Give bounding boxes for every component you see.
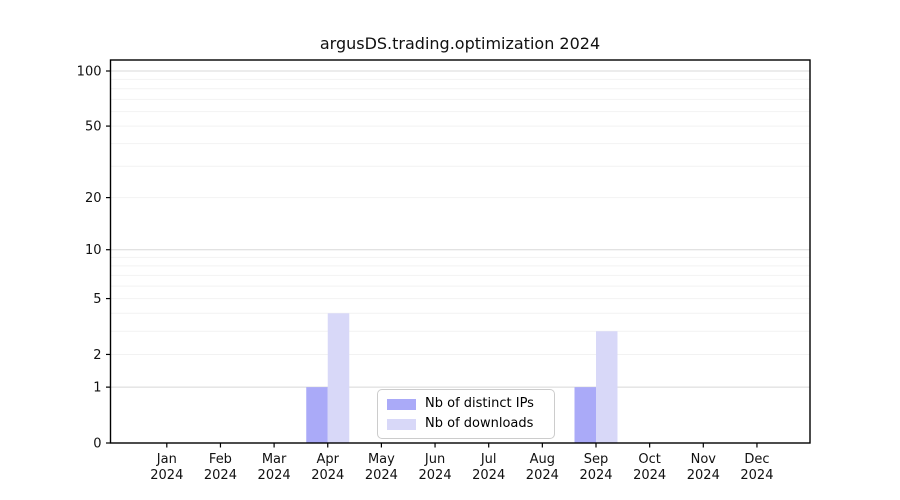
x-tick-label-year: 2024 bbox=[633, 468, 666, 483]
x-tick-label-year: 2024 bbox=[579, 468, 612, 483]
y-tick-label: 5 bbox=[93, 292, 101, 307]
x-tick-label-month: May bbox=[368, 452, 395, 467]
x-tick-label-year: 2024 bbox=[204, 468, 237, 483]
legend-item-distinct-ips: Nb of distinct IPs bbox=[387, 396, 545, 412]
x-tick-label-month: Apr bbox=[317, 452, 340, 467]
x-tick-label-year: 2024 bbox=[740, 468, 773, 483]
legend-swatch-downloads bbox=[387, 418, 416, 430]
y-tick-label: 20 bbox=[85, 191, 102, 206]
y-tick-label: 50 bbox=[85, 120, 102, 135]
bar-sep-series0 bbox=[574, 387, 596, 443]
x-tick-label-month: Aug bbox=[530, 452, 555, 467]
y-tick-label: 10 bbox=[85, 243, 102, 258]
x-tick-label-month: Jun bbox=[424, 452, 445, 467]
x-tick-label-year: 2024 bbox=[472, 468, 505, 483]
bar-apr-series1 bbox=[327, 313, 350, 443]
axes-frame bbox=[109, 59, 811, 444]
legend-label-downloads: Nb of downloads bbox=[425, 416, 534, 431]
x-tick-label-year: 2024 bbox=[365, 468, 398, 483]
x-tick-label-year: 2024 bbox=[258, 468, 291, 483]
x-tick-label-month: Jan bbox=[156, 452, 177, 467]
legend-item-downloads: Nb of downloads bbox=[387, 416, 545, 432]
x-tick-label-month: Dec bbox=[744, 452, 769, 467]
x-tick-label-month: Sep bbox=[584, 452, 609, 467]
x-tick-label-year: 2024 bbox=[311, 468, 344, 483]
y-tick-label: 2 bbox=[93, 348, 101, 363]
y-tick-label: 1 bbox=[93, 381, 101, 396]
x-tick-label-year: 2024 bbox=[419, 468, 452, 483]
x-tick-label-month: Mar bbox=[262, 452, 287, 467]
x-tick-label-year: 2024 bbox=[687, 468, 720, 483]
y-tick-label: 0 bbox=[93, 437, 101, 452]
legend-label-distinct-ips: Nb of distinct IPs bbox=[425, 396, 534, 411]
x-tick-label-month: Jul bbox=[480, 452, 497, 467]
x-tick-label-month: Nov bbox=[691, 452, 717, 467]
bar-sep-series1 bbox=[596, 331, 618, 443]
x-tick-label-month: Feb bbox=[209, 452, 232, 467]
x-tick-label-year: 2024 bbox=[526, 468, 559, 483]
x-tick-label-year: 2024 bbox=[150, 468, 183, 483]
legend-box: Nb of distinct IPs Nb of downloads bbox=[377, 389, 555, 439]
legend-swatch-distinct-ips bbox=[387, 398, 416, 410]
bar-apr-series0 bbox=[306, 387, 328, 443]
y-tick-label: 100 bbox=[77, 65, 102, 80]
chart-title: argusDS.trading.optimization 2024 bbox=[319, 34, 601, 53]
x-tick-label-month: Oct bbox=[638, 452, 660, 467]
